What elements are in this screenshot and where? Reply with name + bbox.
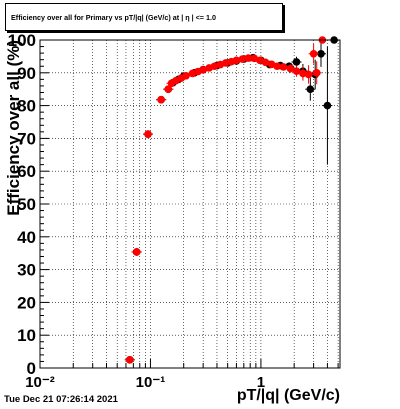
y-tick-label: 60 — [17, 162, 36, 181]
chart-title: Efficiency over all for Primary vs pT/|q… — [11, 13, 216, 22]
data-point — [125, 356, 134, 364]
y-tick-label: 10 — [17, 326, 36, 345]
grid-lines — [40, 40, 340, 368]
x-axis-label: pT/|q| (GeV/c) — [237, 387, 340, 404]
y-tick-label: 80 — [17, 97, 36, 116]
data-point — [244, 54, 253, 62]
y-tick-label: 90 — [17, 64, 36, 83]
plot-frame — [39, 39, 341, 369]
data-point — [286, 64, 295, 73]
data-point — [306, 85, 315, 93]
y-tick-label: 30 — [17, 261, 36, 280]
x-tick-label: 1 — [257, 374, 265, 391]
y-tick-label: 20 — [17, 293, 36, 312]
data-point — [317, 49, 325, 58]
data-point — [132, 248, 141, 256]
y-tick-label: 70 — [17, 129, 36, 148]
data-point — [157, 95, 165, 104]
timestamp: Tue Dec 21 07:26:14 2021 — [4, 394, 118, 405]
data-point — [164, 85, 173, 93]
data-point — [304, 70, 313, 79]
data-point — [323, 101, 332, 110]
data-point — [238, 55, 247, 63]
y-tick-label: 40 — [17, 228, 36, 247]
data-point — [279, 63, 288, 71]
data-point — [232, 56, 241, 65]
series-red — [124, 36, 328, 364]
data-point — [292, 58, 301, 66]
data-point — [144, 130, 152, 138]
data-point — [273, 62, 281, 71]
chart-title-box: Efficiency over all for Primary vs pT/|q… — [5, 3, 283, 31]
y-axis-label: Efficiency over all (%) — [4, 40, 23, 216]
x-tick-label: 10⁻² — [25, 374, 55, 391]
x-tick-label: 10⁻¹ — [136, 374, 166, 391]
data-point — [299, 69, 307, 78]
data-point — [309, 49, 318, 58]
data-point — [312, 69, 321, 77]
y-tick-label: 50 — [17, 195, 36, 214]
y-tick-label: 0 — [27, 359, 36, 378]
y-tick-label: 100 — [8, 31, 36, 50]
